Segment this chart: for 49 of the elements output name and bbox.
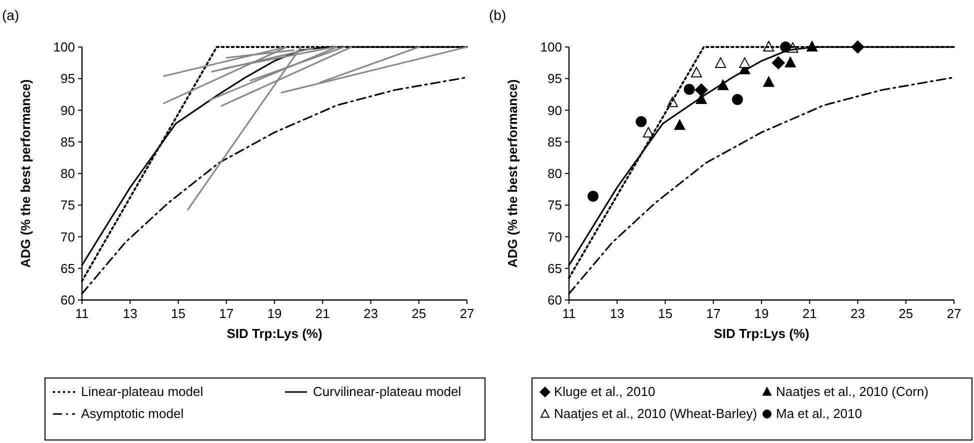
x-tick-label: 11	[562, 306, 576, 321]
x-tick-label: 21	[315, 306, 330, 321]
legend-label: Kluge et al., 2010	[554, 384, 656, 399]
x-tick-label: 17	[219, 306, 234, 321]
y-tick-label: 75	[548, 198, 562, 213]
y-tick-label: 95	[60, 71, 75, 86]
y-tick-label: 80	[60, 166, 75, 181]
y-tick-label: 90	[60, 102, 75, 118]
legend-label: Naatjes et al., 2010 (Corn)	[776, 384, 928, 399]
x-tick-label: 11	[75, 306, 89, 321]
y-tick-label: 85	[60, 134, 75, 150]
legend-label: Linear-plateau model	[81, 384, 204, 399]
y-tick-label: 95	[548, 71, 562, 86]
y-tick-label: 85	[548, 134, 562, 150]
y-tick-label: 65	[60, 260, 75, 276]
y-tick-label: 65	[548, 260, 562, 276]
x-axis-title: SID Trp:Lys (%)	[714, 326, 810, 341]
chart-title: (b)	[489, 7, 506, 23]
x-tick-label: 13	[122, 306, 138, 321]
x-tick-label: 23	[364, 306, 378, 321]
x-tick-label: 25	[898, 306, 914, 321]
x-tick-label: 19	[267, 306, 282, 321]
x-tick-label: 25	[412, 306, 426, 321]
y-tick-label: 100	[540, 40, 562, 54]
chart-title: (a)	[2, 7, 20, 23]
x-tick-label: 15	[171, 306, 186, 321]
x-axis-title: SID Trp:Lys (%)	[226, 326, 322, 341]
legend-label: Naatjes et al., 2010 (Wheat-Barley)	[554, 406, 758, 421]
x-tick-label: 27	[460, 306, 474, 321]
y-tick-label: 70	[548, 229, 562, 244]
x-tick-label: 13	[610, 306, 624, 321]
y-tick-label: 60	[548, 292, 562, 308]
y-tick-label: 60	[60, 292, 75, 308]
y-axis-title: ADG (% the best performance)	[18, 79, 33, 268]
y-tick-label: 90	[548, 102, 562, 118]
y-axis-title: ADG (% the best performance)	[505, 79, 520, 268]
y-tick-label: 70	[60, 229, 75, 244]
x-tick-label: 21	[802, 306, 817, 321]
x-tick-label: 17	[706, 306, 721, 321]
y-tick-label: 80	[548, 166, 562, 181]
legend-label: Asymptotic model	[81, 406, 184, 421]
legend-label: Ma et al., 2010	[776, 406, 862, 421]
legend-label: Curvilinear-plateau model	[313, 384, 462, 399]
y-tick-label: 100	[53, 40, 75, 54]
x-tick-label: 15	[658, 306, 672, 321]
y-tick-label: 75	[60, 198, 75, 213]
x-tick-label: 23	[850, 306, 865, 321]
x-tick-label: 27	[946, 306, 962, 321]
x-tick-label: 19	[754, 306, 769, 321]
